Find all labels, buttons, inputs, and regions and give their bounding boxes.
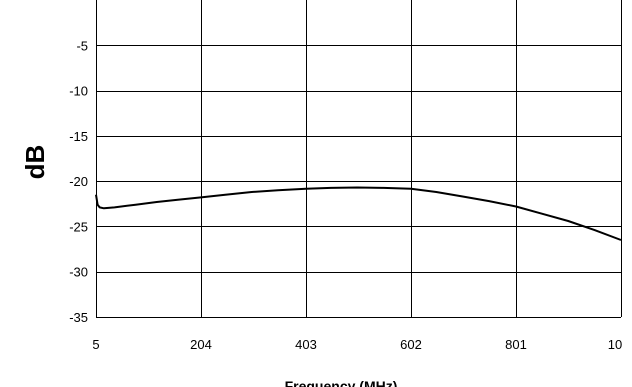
x-tick-label: 801 bbox=[505, 337, 527, 352]
x-tick-label: 204 bbox=[190, 337, 212, 352]
x-tick-label: 5 bbox=[92, 337, 99, 352]
x-tick-labels: 5 204 403 602 801 10 bbox=[92, 337, 622, 352]
y-tick-label: -25 bbox=[69, 219, 88, 234]
y-tick-label: -30 bbox=[69, 265, 88, 280]
x-axis-title: Frequency (MHz) bbox=[285, 378, 398, 387]
x-tick-label: 10 bbox=[608, 337, 622, 352]
x-tick-label: 403 bbox=[295, 337, 317, 352]
vertical-gridlines bbox=[96, 0, 622, 317]
series-layer bbox=[95, 186, 622, 241]
y-tick-label: -35 bbox=[69, 310, 88, 325]
horizontal-gridlines bbox=[96, 45, 621, 318]
series-line bbox=[95, 186, 622, 241]
y-tick-label: -15 bbox=[69, 129, 88, 144]
y-tick-labels: -5 -10 -15 -20 -25 -30 -35 bbox=[69, 38, 88, 325]
y-axis-title: dB bbox=[20, 145, 50, 180]
x-tick-label: 602 bbox=[400, 337, 422, 352]
y-tick-label: -10 bbox=[69, 84, 88, 99]
y-tick-label: -5 bbox=[76, 38, 88, 53]
y-tick-label: -20 bbox=[69, 174, 88, 189]
